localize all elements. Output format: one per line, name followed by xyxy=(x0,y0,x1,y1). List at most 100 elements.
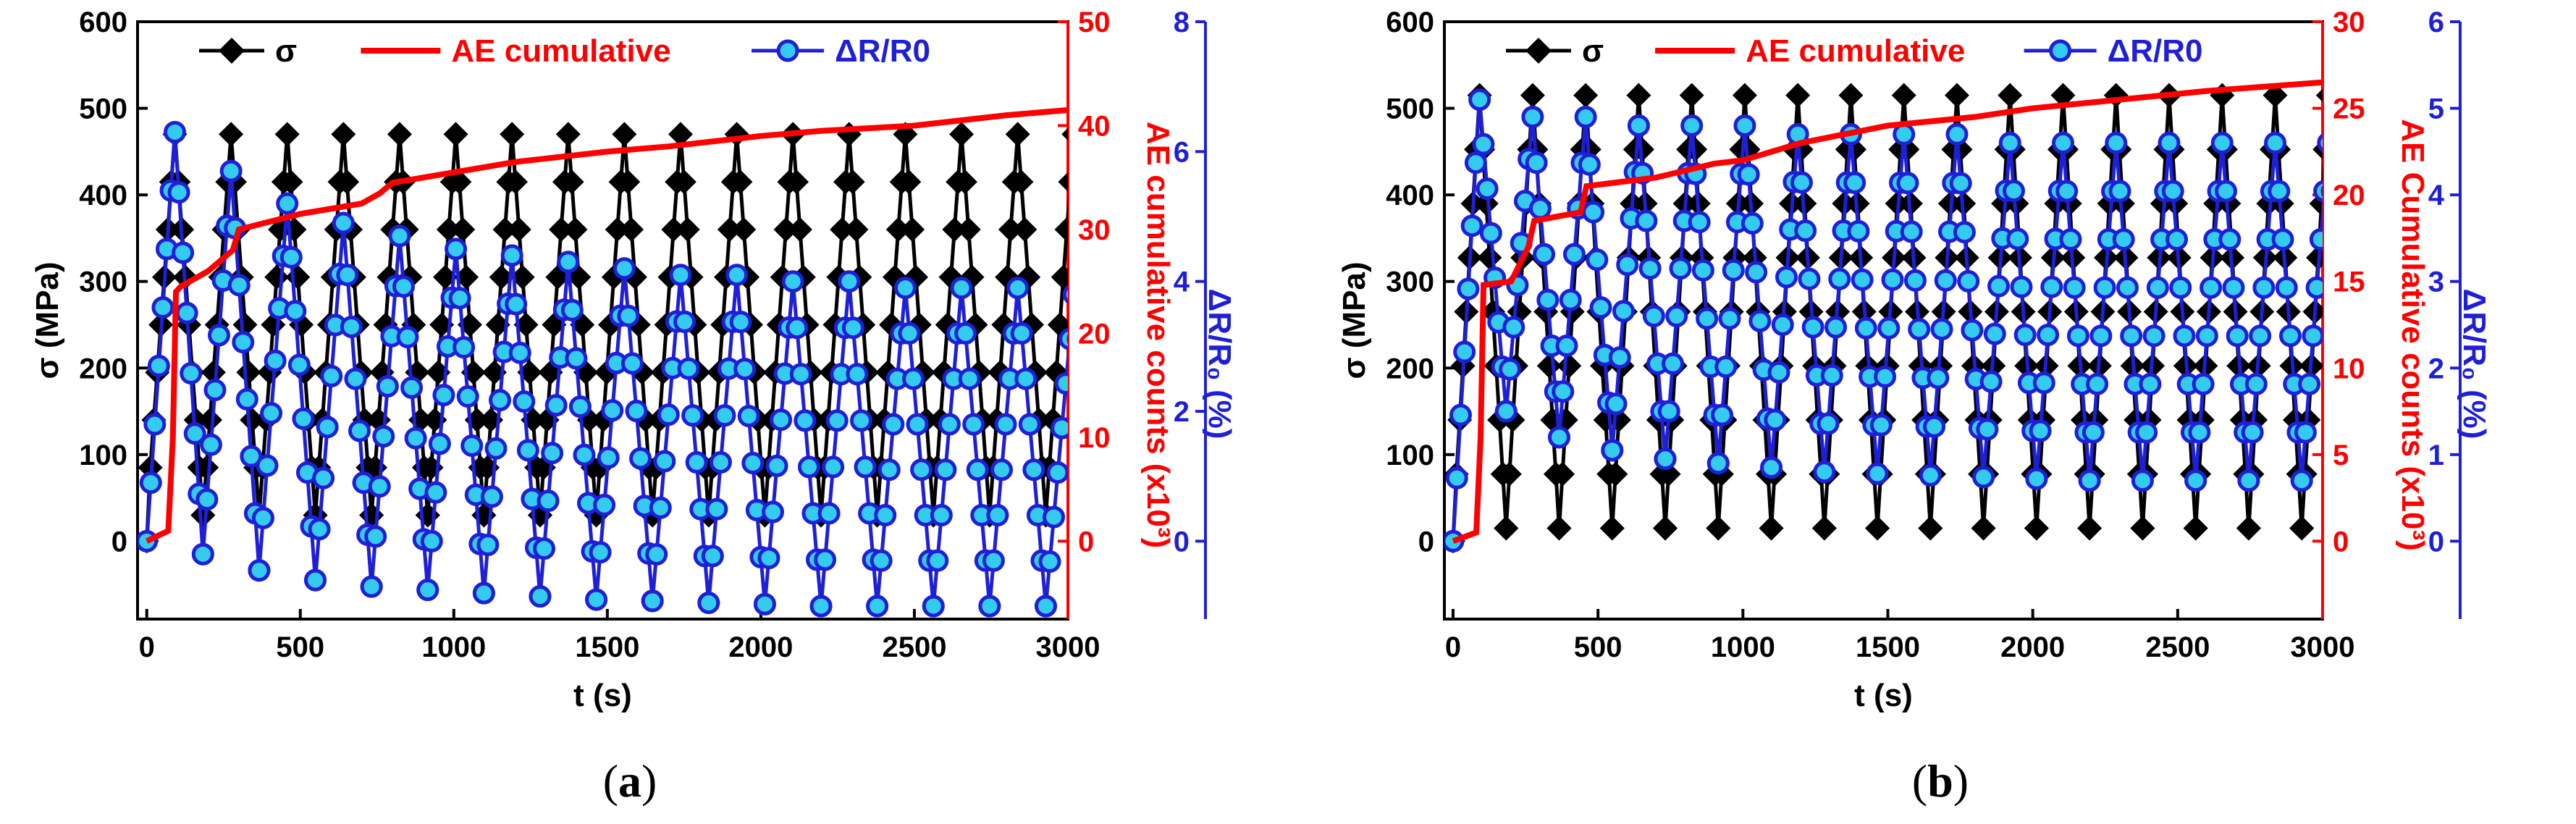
sigma-data-point xyxy=(668,122,694,147)
x-tick-label: 2000 xyxy=(2000,631,2065,663)
dr-data-point xyxy=(505,293,528,316)
dr-data-point xyxy=(1642,305,1665,328)
y-left-tick-label: 200 xyxy=(79,353,127,384)
sigma-data-point xyxy=(285,264,311,290)
dr-data-point xyxy=(1018,413,1041,436)
dr-data-point xyxy=(2089,324,2113,348)
dr-data-point xyxy=(1737,163,1760,186)
y-ae-tick-label: 20 xyxy=(1078,318,1111,350)
sigma-data-point xyxy=(2103,83,2129,108)
dr-data-point xyxy=(1149,597,1168,615)
sigma-data-point xyxy=(563,216,588,242)
y-ae-tick-label: 0 xyxy=(1078,526,1094,558)
dr-data-point xyxy=(649,496,672,519)
dr-data-point xyxy=(2161,180,2184,203)
y-left-tick-label: 0 xyxy=(111,526,127,558)
x-tick-label: 500 xyxy=(1574,631,1622,663)
y-left-tick-label: 300 xyxy=(1386,266,1434,298)
dr-data-point xyxy=(2252,276,2276,299)
dr-data-point xyxy=(1741,211,1764,235)
y-dr-tick-label: 8 xyxy=(1174,7,1190,38)
caption-b: (b) xyxy=(1912,755,1969,807)
sigma-data-point xyxy=(1494,516,1519,541)
dr-data-point xyxy=(304,568,327,592)
sigma-data-point xyxy=(274,122,300,147)
y-left-tick-label: 600 xyxy=(79,7,127,38)
y-left-tick-label: 400 xyxy=(79,180,127,211)
sigma-data-point xyxy=(998,216,1023,242)
dr-data-point xyxy=(1574,106,1597,129)
sigma-data-point xyxy=(1998,83,2023,108)
dr-data-point xyxy=(1010,321,1033,345)
dr-data-point xyxy=(1957,269,1980,293)
x-tick-label: 2500 xyxy=(882,631,946,663)
dr-data-point xyxy=(1479,222,1502,245)
y-dr-tick-label: 4 xyxy=(2428,180,2445,211)
dr-data-point xyxy=(2192,372,2215,395)
dr-data-point xyxy=(191,542,214,566)
ae-cumulative-line xyxy=(1452,79,2323,545)
dr-data-point xyxy=(2195,324,2218,348)
sigma-data-point xyxy=(900,216,925,242)
sigma-data-point xyxy=(1118,122,1142,146)
sigma-data-point xyxy=(2365,137,2390,161)
dr-data-point xyxy=(1733,114,1756,137)
x-tick-label: 1500 xyxy=(575,631,639,663)
dr-data-point xyxy=(657,403,680,426)
sigma-data-point xyxy=(1520,83,1545,108)
dr-data-point xyxy=(2278,324,2302,348)
dr-data-point xyxy=(260,402,283,425)
dr-data-point xyxy=(1953,221,1976,244)
sigma-data-point xyxy=(194,455,219,480)
dr-data-point xyxy=(2218,228,2242,251)
sigma-data-point xyxy=(731,216,757,242)
y-left-axis-title: σ (MPa) xyxy=(30,261,65,379)
dr-data-point xyxy=(147,354,170,377)
y-left-tick-label: 100 xyxy=(79,440,127,471)
dr-data-point xyxy=(729,311,752,334)
dr-data-point xyxy=(2275,276,2298,299)
dr-data-point xyxy=(1627,114,1650,137)
dr-data-point xyxy=(396,326,419,349)
y-ae-tick-label: 10 xyxy=(2333,353,2365,384)
legend-ae-label: AE cumulative xyxy=(451,33,670,69)
dr-data-point xyxy=(1711,403,1734,426)
dr-data-point xyxy=(1764,408,1787,432)
dr-data-point xyxy=(560,298,584,321)
dr-data-point xyxy=(448,287,471,310)
y-ae-tick-label: 30 xyxy=(1078,214,1111,246)
dr-data-point xyxy=(1449,403,1472,426)
dr-data-point xyxy=(1635,209,1658,232)
dr-data-point xyxy=(2294,421,2317,444)
y-ae-tick-label: 5 xyxy=(2333,440,2349,471)
dr-data-point xyxy=(1972,466,1995,489)
sigma-data-point xyxy=(232,312,258,337)
dr-data-point xyxy=(2112,228,2135,251)
y-ae-tick-label: 10 xyxy=(1078,422,1111,454)
y-left-tick-label: 500 xyxy=(79,93,127,125)
dr-data-point xyxy=(1866,462,1889,485)
dr-data-point xyxy=(2135,421,2158,444)
dr-data-point xyxy=(1794,219,1817,243)
dr-data-point xyxy=(2158,131,2181,154)
dr-data-point xyxy=(1034,594,1057,618)
dr-data-point xyxy=(219,159,243,182)
dr-data-point xyxy=(741,452,765,475)
x-tick-label: 0 xyxy=(139,631,155,663)
dr-data-point xyxy=(529,585,552,608)
sigma-data-point xyxy=(2130,516,2155,541)
sigma-data-point xyxy=(450,216,476,242)
sigma-data-point xyxy=(661,216,686,242)
sigma-data-point xyxy=(2077,516,2103,541)
y-left-tick-label: 400 xyxy=(1386,180,1434,211)
sigma-data-point xyxy=(2362,191,2387,216)
dr-data-point xyxy=(2173,324,2196,348)
dr-data-point xyxy=(368,475,391,498)
dr-data-point xyxy=(1919,464,1942,487)
sigma-data-point xyxy=(555,122,581,147)
dr-data-point xyxy=(203,379,227,402)
dr-data-point xyxy=(2139,372,2162,395)
dr-data-point xyxy=(1923,415,1946,438)
dr-data-point xyxy=(1582,201,1605,224)
sigma-data-point xyxy=(1107,265,1132,290)
